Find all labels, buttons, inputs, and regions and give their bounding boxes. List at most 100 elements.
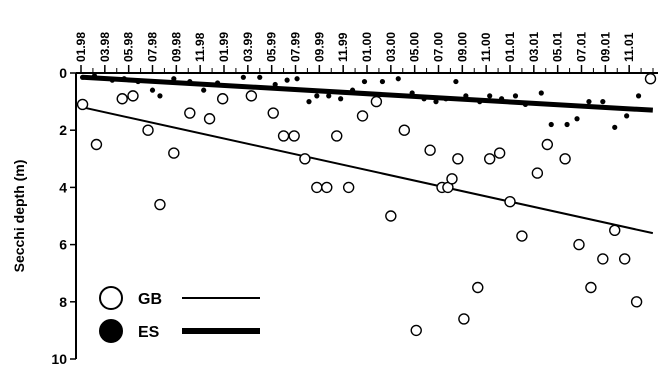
- data-point-gb: [531, 167, 544, 179]
- y-tick-label: 6: [59, 237, 67, 253]
- data-point-es: [548, 121, 554, 128]
- x-tick-label: 07.00: [432, 32, 446, 62]
- data-point-es: [201, 87, 207, 93]
- data-point-gb: [216, 93, 229, 105]
- x-tick-label: 09.98: [169, 32, 183, 62]
- x-tick-label: 09.99: [312, 32, 326, 62]
- data-point-es: [91, 73, 98, 79]
- data-point-es: [635, 93, 642, 99]
- data-point-es: [499, 96, 505, 102]
- data-point-es: [214, 80, 221, 86]
- data-point-gb: [116, 93, 128, 105]
- x-tick-label: 11.00: [479, 32, 493, 62]
- x-tick-label: 05.01: [551, 32, 565, 62]
- x-ticks: 01.98 03.98 05.98 07.98 09.98 11.98 01.99 03.99…: [74, 32, 654, 73]
- data-point-es: [284, 77, 290, 83]
- data-point-es: [512, 93, 519, 99]
- x-tick-label: 05.00: [408, 32, 422, 62]
- data-point-es: [294, 76, 300, 82]
- data-point-es: [409, 90, 415, 96]
- data-point-gb: [154, 198, 166, 211]
- data-point-es: [564, 121, 570, 128]
- x-tick-label: 03.99: [241, 32, 255, 62]
- x-tick-label: 01.99: [217, 32, 231, 62]
- data-point-gb: [342, 181, 355, 194]
- x-tick-label: 09.01: [598, 32, 612, 62]
- data-point-es: [187, 78, 193, 85]
- data-point-es: [522, 101, 529, 108]
- data-point-gb: [168, 147, 180, 159]
- data-point-es: [586, 99, 592, 105]
- data-point-es: [624, 113, 630, 119]
- x-tick-label: 01.00: [360, 32, 374, 62]
- data-point-gb: [597, 253, 609, 265]
- data-point-gb: [585, 281, 597, 294]
- data-point-gb: [288, 130, 300, 142]
- data-point-es: [574, 116, 580, 122]
- data-point-es: [538, 90, 544, 96]
- data-point-es: [121, 76, 127, 82]
- data-point-es: [433, 99, 439, 105]
- data-point-gb: [267, 107, 279, 119]
- data-point-es: [379, 78, 386, 85]
- data-point-es: [487, 93, 493, 99]
- x-tick-label: 03.00: [384, 32, 398, 62]
- data-point-es: [326, 93, 332, 99]
- data-point-gb: [483, 153, 496, 165]
- data-point-gb: [644, 73, 657, 85]
- trend-lines: [82, 74, 654, 235]
- x-tick-label: 11.01: [622, 32, 636, 62]
- data-point-es: [395, 76, 401, 82]
- data-point-gb: [277, 130, 290, 142]
- data-point-gb: [299, 153, 311, 165]
- data-point-es: [240, 74, 246, 80]
- y-axis-label: Secchi depth (m): [11, 160, 27, 273]
- x-tick-label: 07.01: [575, 32, 589, 62]
- y-tick-label: 2: [59, 122, 67, 138]
- x-tick-label: 01.01: [503, 32, 517, 62]
- data-point-gb: [458, 313, 470, 325]
- y-tick-label: 4: [59, 179, 67, 195]
- data-point-gb: [245, 90, 258, 102]
- y-tick-label: 10: [51, 351, 67, 367]
- data-point-es: [349, 87, 356, 93]
- y-tick-label: 8: [59, 294, 67, 310]
- data-point-gb: [356, 110, 369, 122]
- legend-marker-es: [99, 319, 123, 343]
- x-tick-label: 11.99: [336, 32, 350, 62]
- data-point-gb: [76, 98, 89, 111]
- data-point-gb: [516, 230, 528, 242]
- legend: GB ES: [99, 286, 260, 343]
- x-tick-label: 01.98: [74, 32, 88, 62]
- data-point-gb: [127, 90, 139, 102]
- x-tick-label: 03.01: [527, 32, 541, 62]
- data-point-gb: [573, 238, 585, 251]
- data-point-gb: [541, 138, 554, 151]
- data-point-gb: [90, 138, 103, 151]
- data-point-gb: [609, 224, 621, 237]
- data-point-es: [314, 93, 320, 99]
- data-point-es: [612, 124, 618, 130]
- data-point-gb: [410, 324, 422, 337]
- data-point-es: [135, 78, 141, 85]
- data-point-gb: [504, 195, 516, 208]
- y-tick-label: 0: [59, 65, 67, 81]
- data-point-es: [463, 93, 469, 99]
- data-point-es: [453, 78, 459, 85]
- trend-line-gb: [82, 106, 654, 235]
- data-point-es: [79, 74, 86, 80]
- data-point-gb: [370, 95, 383, 108]
- x-tick-label: 05.99: [265, 32, 279, 62]
- trend-line-es: [82, 74, 653, 113]
- data-point-es: [171, 76, 177, 82]
- data-point-gb: [398, 124, 411, 136]
- data-point-es: [338, 96, 344, 102]
- legend-marker-gb: [99, 286, 123, 310]
- data-point-es: [477, 99, 483, 105]
- data-point-gb: [559, 153, 571, 165]
- legend-label-es: ES: [138, 324, 160, 341]
- data-point-es: [600, 99, 606, 105]
- data-point-gb: [452, 153, 464, 165]
- data-point-es: [149, 87, 156, 93]
